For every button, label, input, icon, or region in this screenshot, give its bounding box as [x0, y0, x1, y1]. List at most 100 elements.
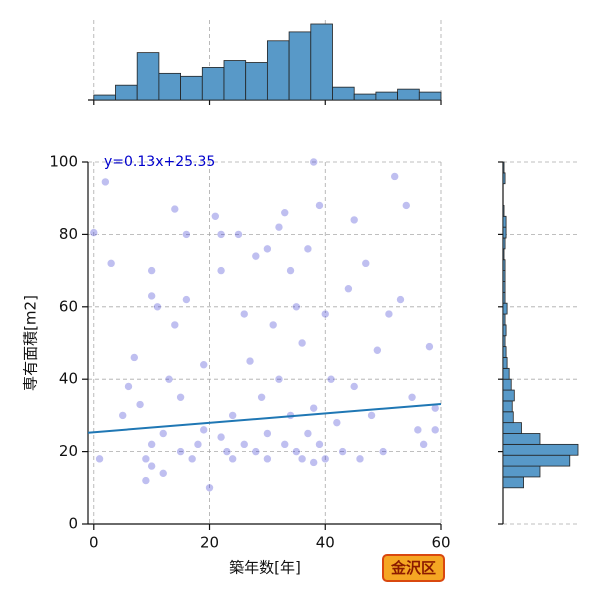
- scatter-point: [326, 374, 336, 384]
- scatter-point: [158, 429, 168, 438]
- scatter-point: [106, 259, 116, 268]
- scatter-point: [315, 201, 324, 210]
- scatter-point: [367, 411, 376, 420]
- scatter-point: [176, 447, 185, 456]
- scatter-point: [228, 454, 237, 464]
- x-tick-label: 20: [200, 534, 219, 552]
- y-tick-label: 60: [59, 297, 78, 315]
- scatter-point: [349, 382, 359, 391]
- scatter-point: [216, 266, 226, 275]
- scatter-point: [292, 302, 301, 312]
- histogram-bar: [375, 91, 398, 101]
- histogram-bar: [502, 400, 513, 413]
- histogram-bar: [288, 31, 312, 101]
- histogram-bar: [332, 86, 355, 101]
- histogram-bar: [310, 23, 333, 101]
- scatter-point: [303, 429, 313, 438]
- scatter-point: [263, 429, 272, 438]
- histogram-bar: [245, 62, 268, 101]
- scatter-point: [419, 440, 428, 449]
- scatter-point: [361, 259, 371, 268]
- scatter-point: [413, 425, 423, 435]
- scatter-point: [239, 440, 249, 449]
- scatter-point: [170, 320, 180, 330]
- scatter-point: [124, 382, 133, 391]
- y-tick-label: 80: [59, 225, 78, 243]
- regression-line: [87, 403, 442, 434]
- scatter-point: [263, 454, 272, 464]
- scatter-point: [170, 204, 180, 214]
- histogram-bar: [502, 476, 524, 489]
- histogram-bar: [502, 378, 512, 391]
- histogram-bar: [502, 291, 506, 304]
- scatter-point: [401, 201, 411, 210]
- scatter-point: [257, 392, 266, 402]
- histogram-bar: [502, 346, 507, 358]
- scatter-point: [141, 476, 151, 485]
- histogram-bar: [502, 443, 579, 456]
- scatter-point: [309, 403, 318, 413]
- scatter-point: [373, 345, 382, 355]
- scatter-point: [101, 177, 110, 187]
- scatter-point: [158, 469, 168, 478]
- scatter-point: [425, 342, 434, 351]
- scatter-point: [95, 454, 104, 464]
- badge: 金沢区: [390, 559, 436, 577]
- histogram-bar: [502, 389, 515, 402]
- scatter-point: [147, 266, 156, 275]
- y-axis-label: 専有面積[m2]: [22, 295, 40, 391]
- scatter-point: [280, 440, 290, 449]
- scatter-point: [263, 244, 272, 254]
- scatter-point: [147, 291, 156, 301]
- histogram-bar: [180, 75, 203, 101]
- scatter-point: [309, 157, 318, 167]
- histogram-bar: [397, 88, 420, 101]
- scatter-point: [176, 392, 185, 402]
- histogram-bar: [502, 302, 508, 315]
- y-tick-label: 40: [59, 370, 78, 388]
- scatter-point: [234, 230, 243, 239]
- scatter-point: [297, 454, 307, 464]
- scatter-point: [164, 374, 174, 384]
- scatter-point: [153, 302, 162, 312]
- scatter-point: [129, 353, 139, 362]
- scatter-point: [211, 212, 220, 221]
- histogram-bar: [136, 52, 160, 101]
- histogram-bar: [502, 313, 506, 326]
- badge-box: [382, 554, 445, 582]
- histogram-bar: [502, 454, 571, 467]
- scatter-point: [430, 425, 440, 435]
- histogram-bar: [502, 259, 506, 271]
- histogram-bar: [502, 433, 541, 445]
- x-tick-label: 40: [316, 534, 335, 552]
- histogram-bar: [201, 67, 225, 101]
- histogram-bar: [502, 270, 506, 282]
- scatter-point: [396, 295, 405, 304]
- y-tick-label: 100: [49, 153, 78, 171]
- scatter-point: [274, 222, 284, 232]
- histogram-bar: [115, 84, 138, 101]
- scatter-point: [378, 447, 388, 456]
- scatter-point: [286, 266, 295, 275]
- histogram-bar: [502, 411, 514, 424]
- scatter-point: [147, 440, 156, 449]
- scatter-point: [199, 360, 209, 370]
- scatter-point: [309, 458, 318, 467]
- histogram-bar: [502, 215, 507, 228]
- scatter-point: [193, 440, 203, 449]
- scatter-point: [320, 454, 330, 464]
- scatter-point: [251, 251, 261, 261]
- scatter-point: [407, 392, 417, 402]
- scatter-point: [239, 309, 249, 319]
- x-tick-label: 0: [89, 534, 99, 552]
- scatter-point: [274, 374, 284, 384]
- scatter-point: [199, 425, 209, 435]
- scatter-point: [147, 461, 156, 471]
- scatter-point: [268, 320, 278, 330]
- scatter-point: [135, 400, 145, 409]
- scatter-point: [205, 483, 214, 493]
- x-tick-label: 60: [431, 534, 450, 552]
- scatter-point: [245, 356, 255, 366]
- histogram-bar: [158, 72, 181, 101]
